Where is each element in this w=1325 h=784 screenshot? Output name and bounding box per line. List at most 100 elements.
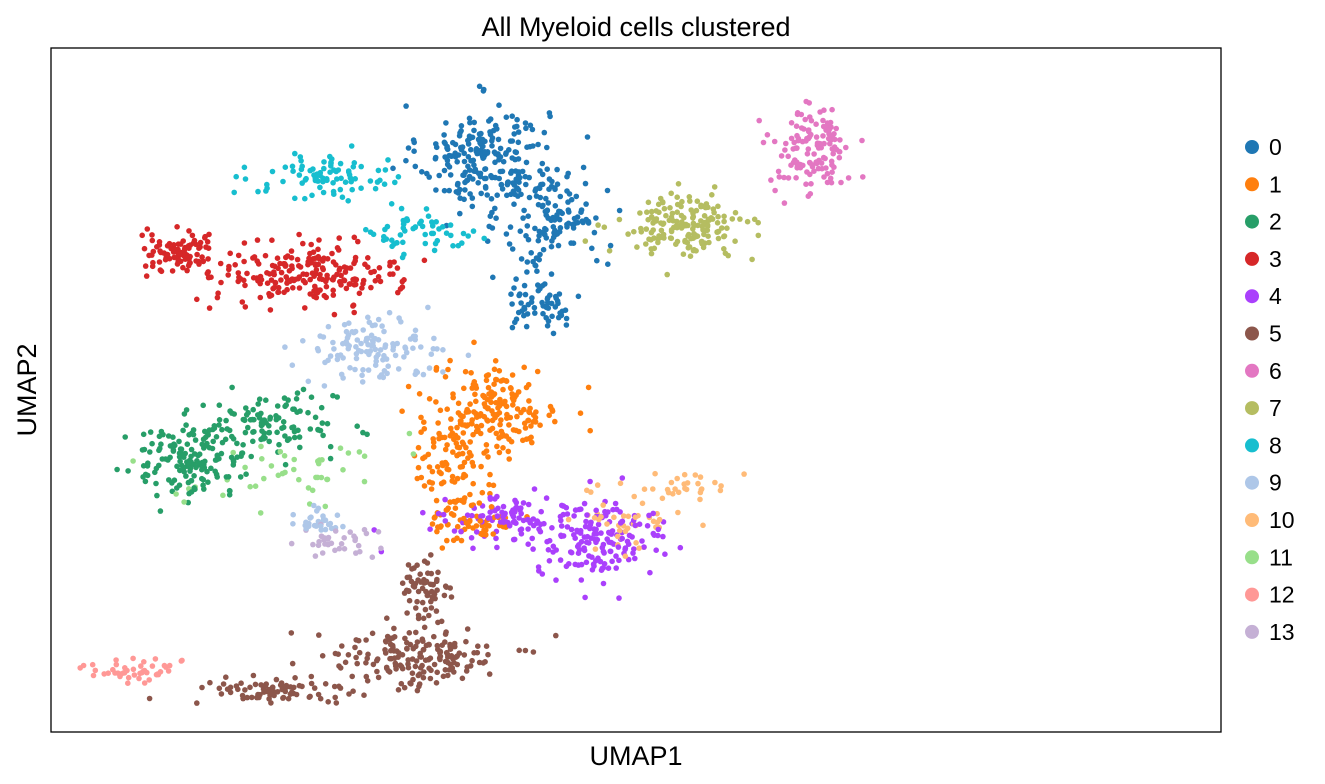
- data-point-cluster-6: [808, 181, 814, 187]
- data-point-cluster-2: [223, 474, 230, 480]
- data-point-cluster-1: [493, 430, 500, 437]
- data-point-cluster-11: [324, 476, 331, 483]
- data-point-cluster-13: [352, 537, 358, 544]
- data-point-cluster-4: [589, 554, 595, 560]
- data-point-cluster-1: [500, 445, 506, 451]
- data-point-cluster-12: [105, 670, 111, 676]
- data-point-cluster-4: [564, 524, 571, 530]
- data-point-cluster-7: [668, 190, 674, 197]
- data-point-cluster-6: [827, 175, 834, 182]
- data-point-cluster-10: [698, 486, 705, 492]
- data-point-cluster-3: [194, 296, 200, 303]
- data-point-cluster-7: [691, 222, 697, 229]
- data-point-cluster-0: [544, 144, 550, 151]
- data-point-cluster-1: [469, 417, 476, 423]
- data-point-cluster-4: [427, 526, 433, 532]
- data-point-cluster-5: [220, 681, 227, 687]
- data-point-cluster-1: [452, 432, 459, 439]
- data-point-cluster-4: [601, 550, 607, 556]
- data-point-cluster-1: [514, 406, 521, 412]
- data-point-cluster-11: [410, 451, 417, 457]
- data-point-cluster-5: [413, 629, 419, 636]
- data-point-cluster-2: [315, 427, 321, 433]
- data-point-cluster-7: [675, 181, 682, 187]
- data-point-cluster-1: [489, 425, 496, 432]
- data-point-cluster-1: [448, 511, 455, 517]
- legend-label-0: 0: [1269, 134, 1282, 160]
- data-point-cluster-3: [395, 289, 401, 296]
- data-point-cluster-8: [381, 181, 388, 187]
- data-point-cluster-9: [320, 334, 327, 340]
- data-point-cluster-9: [360, 327, 367, 333]
- data-point-cluster-4: [655, 526, 662, 533]
- data-point-cluster-1: [448, 416, 454, 422]
- data-point-cluster-13: [351, 533, 357, 539]
- data-point-cluster-6: [756, 117, 762, 124]
- data-point-cluster-8: [255, 188, 261, 195]
- data-point-cluster-0: [405, 145, 412, 151]
- data-point-cluster-1: [530, 419, 536, 425]
- data-point-cluster-5: [475, 643, 481, 649]
- data-point-cluster-8: [443, 230, 450, 236]
- data-point-cluster-5: [271, 692, 277, 699]
- data-point-cluster-10: [672, 486, 678, 492]
- data-point-cluster-5: [404, 639, 410, 646]
- data-point-cluster-5: [364, 678, 371, 684]
- data-point-cluster-5: [421, 580, 428, 586]
- data-point-cluster-9: [320, 513, 326, 519]
- data-point-cluster-5: [364, 655, 371, 662]
- data-point-cluster-5: [398, 680, 405, 687]
- data-point-cluster-8: [348, 143, 355, 149]
- data-point-cluster-6: [845, 175, 852, 181]
- data-point-cluster-9: [465, 352, 472, 359]
- data-point-cluster-2: [183, 422, 189, 428]
- data-point-cluster-0: [539, 160, 546, 167]
- data-point-cluster-4: [558, 523, 565, 529]
- data-point-cluster-0: [544, 323, 551, 329]
- data-point-cluster-4: [473, 529, 480, 535]
- data-point-cluster-2: [171, 477, 178, 484]
- data-point-cluster-10: [717, 487, 724, 494]
- data-point-cluster-1: [490, 531, 497, 537]
- data-point-cluster-4: [494, 544, 500, 551]
- data-point-cluster-1: [477, 411, 484, 417]
- data-point-cluster-4: [622, 545, 629, 551]
- data-point-cluster-3: [196, 245, 202, 251]
- data-point-cluster-0: [552, 293, 559, 300]
- data-point-cluster-1: [429, 480, 436, 486]
- data-point-cluster-0: [583, 201, 589, 207]
- data-point-cluster-4: [632, 522, 638, 529]
- data-point-cluster-7: [686, 231, 692, 238]
- data-point-cluster-8: [337, 186, 344, 193]
- data-point-cluster-5: [223, 674, 229, 680]
- data-point-cluster-11: [361, 478, 368, 485]
- data-point-cluster-3: [307, 276, 314, 283]
- data-point-cluster-12: [141, 659, 147, 665]
- legend-label-13: 13: [1269, 619, 1295, 645]
- data-point-cluster-8: [401, 221, 407, 227]
- data-point-cluster-3: [186, 245, 192, 251]
- data-point-cluster-13: [288, 540, 295, 547]
- data-point-cluster-3: [149, 232, 155, 238]
- data-point-cluster-5: [426, 665, 432, 672]
- data-point-cluster-8: [404, 217, 411, 224]
- data-point-cluster-5: [476, 659, 483, 666]
- data-point-cluster-3: [267, 307, 274, 313]
- data-point-cluster-0: [455, 180, 461, 187]
- data-point-cluster-4: [655, 532, 661, 539]
- data-point-cluster-8: [459, 240, 465, 246]
- data-point-cluster-1: [471, 409, 477, 415]
- data-point-cluster-0: [489, 138, 495, 144]
- data-point-cluster-4: [581, 545, 587, 551]
- data-point-cluster-5: [331, 683, 338, 690]
- data-point-cluster-9: [385, 363, 392, 370]
- data-point-cluster-5: [199, 684, 205, 691]
- data-point-cluster-2: [276, 441, 282, 448]
- data-point-cluster-0: [496, 175, 503, 182]
- data-point-cluster-5: [207, 679, 213, 686]
- data-point-cluster-0: [443, 120, 449, 126]
- data-point-cluster-3: [330, 292, 337, 298]
- data-point-cluster-9: [290, 511, 297, 518]
- data-point-cluster-9: [394, 340, 401, 347]
